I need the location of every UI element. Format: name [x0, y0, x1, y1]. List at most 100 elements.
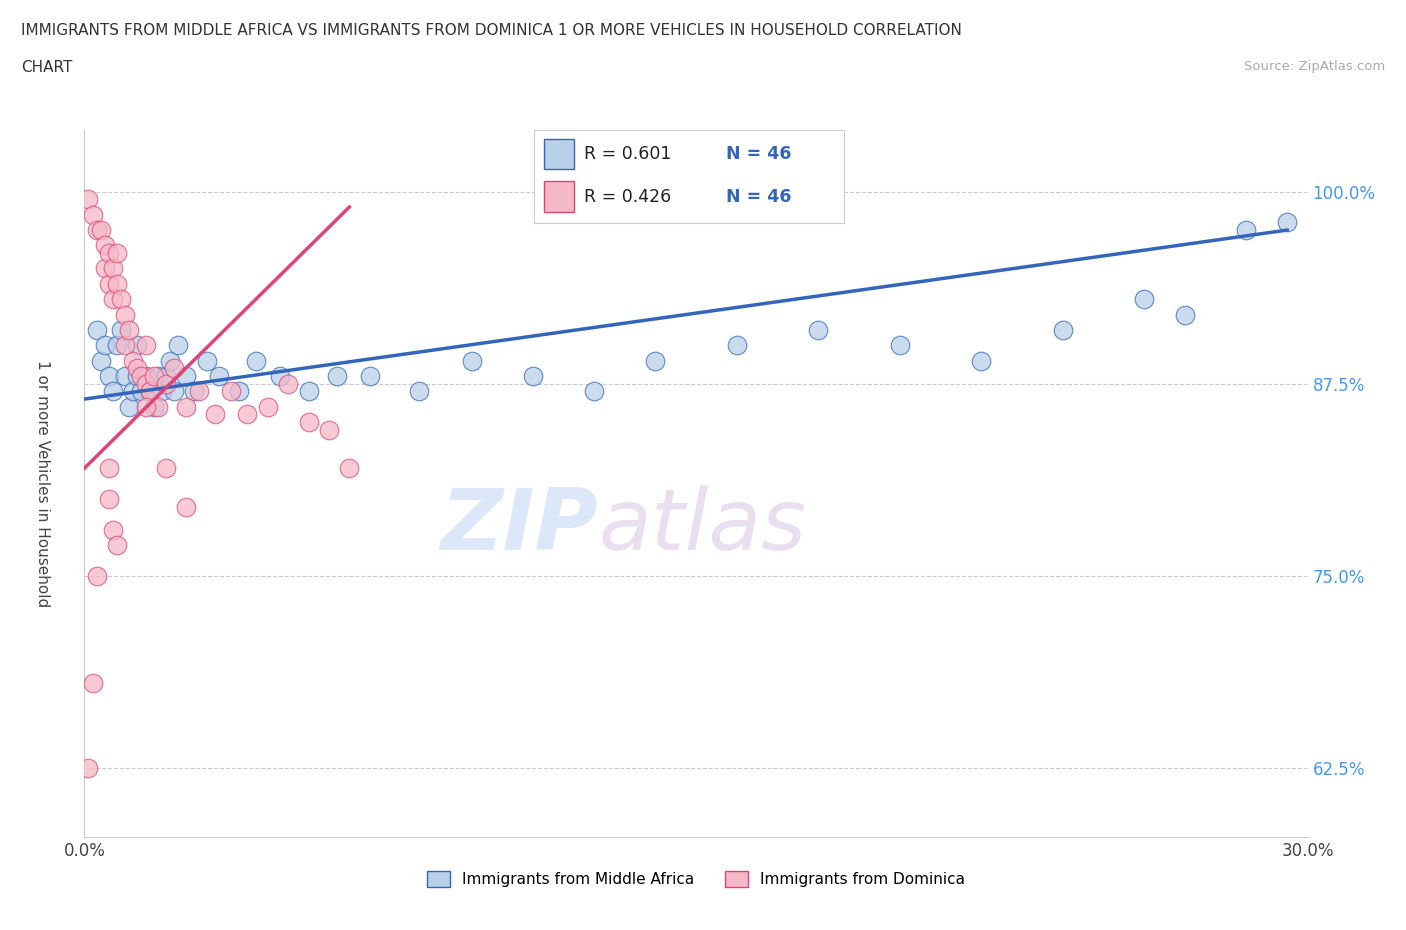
Point	[339, 460, 361, 475]
Point	[155, 460, 177, 475]
Point	[298, 384, 321, 399]
Point	[318, 422, 340, 437]
Point	[77, 761, 100, 776]
Text: atlas: atlas	[598, 485, 806, 567]
Point	[245, 353, 267, 368]
Point	[163, 384, 186, 399]
Point	[807, 323, 830, 338]
Point	[82, 676, 104, 691]
Point	[1174, 307, 1197, 322]
Point	[236, 407, 259, 422]
Point	[228, 384, 250, 399]
Point	[138, 384, 160, 399]
Point	[97, 276, 120, 291]
Text: IMMIGRANTS FROM MIDDLE AFRICA VS IMMIGRANTS FROM DOMINICA 1 OR MORE VEHICLES IN : IMMIGRANTS FROM MIDDLE AFRICA VS IMMIGRA…	[21, 23, 962, 38]
Point	[359, 368, 381, 383]
Text: N = 46: N = 46	[725, 145, 792, 163]
Point	[127, 368, 149, 383]
Point	[1133, 292, 1156, 307]
Point	[101, 292, 124, 307]
Point	[122, 384, 145, 399]
Point	[114, 307, 136, 322]
Point	[135, 399, 157, 414]
Point	[77, 192, 100, 206]
Point	[195, 353, 218, 368]
Point	[146, 399, 169, 414]
Point	[93, 261, 115, 276]
Point	[101, 261, 124, 276]
Point	[105, 246, 128, 260]
Point	[86, 222, 108, 237]
Text: Source: ZipAtlas.com: Source: ZipAtlas.com	[1244, 60, 1385, 73]
Point	[127, 338, 149, 352]
Point	[583, 384, 606, 399]
Point	[105, 276, 128, 291]
Point	[155, 368, 177, 383]
Point	[277, 377, 299, 392]
Point	[167, 338, 190, 352]
Point	[86, 323, 108, 338]
Point	[110, 323, 132, 338]
Text: R = 0.426: R = 0.426	[583, 188, 671, 206]
Point	[150, 384, 173, 399]
Point	[1277, 215, 1299, 230]
Point	[208, 368, 231, 383]
Point	[118, 323, 141, 338]
Point	[219, 384, 242, 399]
Point	[135, 377, 157, 392]
Point	[97, 492, 120, 507]
Legend: Immigrants from Middle Africa, Immigrants from Dominica: Immigrants from Middle Africa, Immigrant…	[420, 865, 972, 893]
Point	[461, 353, 484, 368]
Point	[97, 246, 120, 260]
Point	[105, 538, 128, 552]
Point	[725, 338, 748, 352]
Point	[174, 399, 197, 414]
Point	[97, 368, 120, 383]
Point	[408, 384, 430, 399]
Point	[522, 368, 544, 383]
Text: R = 0.601: R = 0.601	[583, 145, 671, 163]
Point	[644, 353, 666, 368]
Point	[90, 353, 112, 368]
Point	[93, 238, 115, 253]
Text: N = 46: N = 46	[725, 188, 792, 206]
Point	[174, 499, 197, 514]
FancyBboxPatch shape	[544, 181, 575, 212]
Point	[90, 222, 112, 237]
Point	[174, 368, 197, 383]
Point	[101, 523, 124, 538]
Point	[86, 568, 108, 583]
Point	[1236, 222, 1258, 237]
Point	[326, 368, 349, 383]
Point	[142, 399, 165, 414]
Point	[101, 384, 124, 399]
Point	[204, 407, 226, 422]
Y-axis label: 1 or more Vehicles in Household: 1 or more Vehicles in Household	[35, 360, 51, 607]
Text: ZIP: ZIP	[440, 485, 598, 567]
Point	[138, 384, 160, 399]
Point	[135, 338, 157, 352]
Point	[146, 368, 169, 383]
Point	[142, 368, 165, 383]
Point	[131, 384, 153, 399]
Point	[114, 368, 136, 383]
Point	[159, 353, 181, 368]
Point	[127, 361, 149, 376]
Point	[105, 338, 128, 352]
FancyBboxPatch shape	[544, 139, 575, 169]
Point	[110, 292, 132, 307]
Point	[131, 368, 153, 383]
Point	[97, 460, 120, 475]
Point	[269, 368, 291, 383]
Point	[187, 384, 209, 399]
Point	[122, 353, 145, 368]
Point	[93, 338, 115, 352]
Text: CHART: CHART	[21, 60, 73, 75]
Point	[155, 377, 177, 392]
Point	[114, 338, 136, 352]
Point	[135, 368, 157, 383]
Point	[118, 399, 141, 414]
Point	[889, 338, 911, 352]
Point	[298, 415, 321, 430]
Point	[257, 399, 280, 414]
